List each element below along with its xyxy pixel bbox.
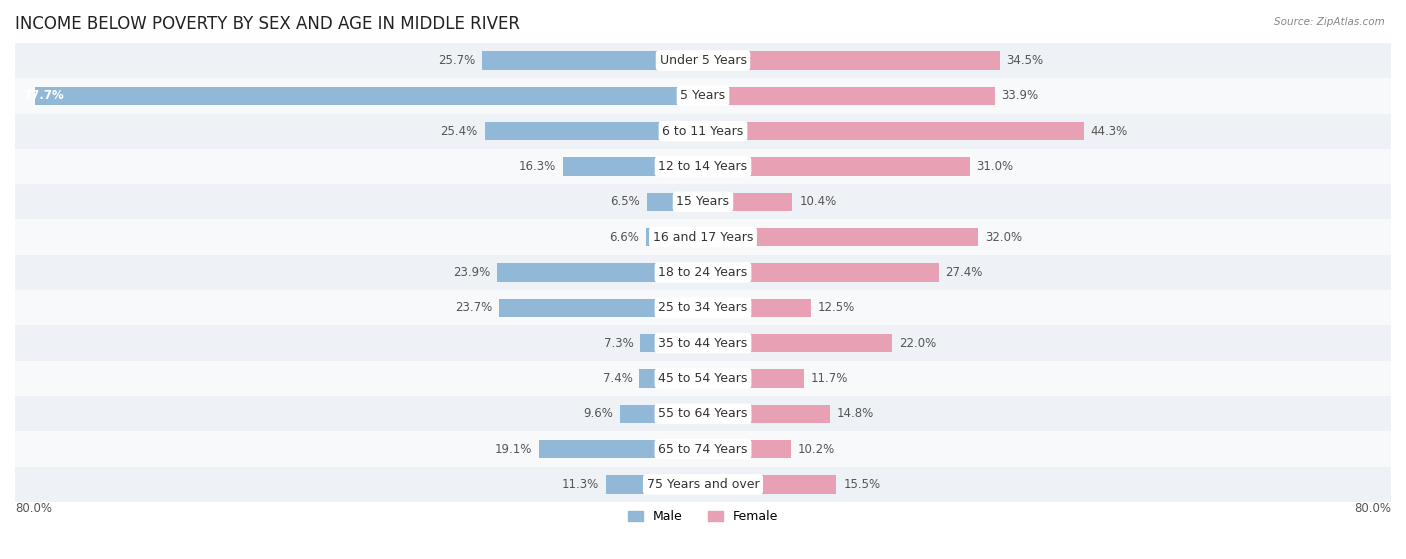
Bar	[703, 122, 1084, 140]
Text: 16.3%: 16.3%	[519, 160, 555, 173]
Text: 33.9%: 33.9%	[1001, 89, 1039, 102]
Bar	[703, 263, 939, 282]
Bar	[562, 157, 703, 176]
Bar	[15, 432, 1391, 467]
Bar	[703, 87, 994, 105]
Bar	[15, 396, 1391, 432]
Text: 35 to 44 Years: 35 to 44 Years	[658, 337, 748, 349]
Bar	[703, 440, 790, 458]
Bar	[538, 440, 703, 458]
Text: 45 to 54 Years: 45 to 54 Years	[658, 372, 748, 385]
Text: 18 to 24 Years: 18 to 24 Years	[658, 266, 748, 279]
Text: 9.6%: 9.6%	[583, 408, 613, 420]
Text: 6.6%: 6.6%	[609, 231, 640, 244]
Text: 34.5%: 34.5%	[1007, 54, 1043, 67]
Text: 14.8%: 14.8%	[837, 408, 875, 420]
Text: 6.5%: 6.5%	[610, 195, 640, 209]
Text: 27.4%: 27.4%	[945, 266, 983, 279]
Text: 25 to 34 Years: 25 to 34 Years	[658, 301, 748, 314]
Bar	[498, 263, 703, 282]
Bar	[15, 220, 1391, 255]
Text: 80.0%: 80.0%	[1354, 502, 1391, 515]
Text: 15 Years: 15 Years	[676, 195, 730, 209]
Text: 7.4%: 7.4%	[603, 372, 633, 385]
Bar	[703, 157, 970, 176]
Text: 25.7%: 25.7%	[437, 54, 475, 67]
Bar	[620, 405, 703, 423]
Bar	[703, 193, 793, 211]
Text: 15.5%: 15.5%	[844, 478, 880, 491]
Text: 65 to 74 Years: 65 to 74 Years	[658, 443, 748, 456]
Bar	[703, 299, 810, 317]
Bar	[703, 475, 837, 494]
Bar	[606, 475, 703, 494]
Text: 12.5%: 12.5%	[817, 301, 855, 314]
Bar	[703, 369, 804, 387]
Text: INCOME BELOW POVERTY BY SEX AND AGE IN MIDDLE RIVER: INCOME BELOW POVERTY BY SEX AND AGE IN M…	[15, 15, 520, 33]
Text: 10.4%: 10.4%	[800, 195, 837, 209]
Text: 10.2%: 10.2%	[797, 443, 835, 456]
Text: 23.7%: 23.7%	[456, 301, 492, 314]
Text: 6 to 11 Years: 6 to 11 Years	[662, 125, 744, 138]
Text: 25.4%: 25.4%	[440, 125, 478, 138]
Text: 23.9%: 23.9%	[453, 266, 491, 279]
Bar	[15, 78, 1391, 113]
Text: Under 5 Years: Under 5 Years	[659, 54, 747, 67]
Bar	[485, 122, 703, 140]
Bar	[15, 149, 1391, 184]
Bar	[15, 290, 1391, 325]
Bar	[703, 51, 1000, 70]
Bar	[15, 467, 1391, 502]
Text: 22.0%: 22.0%	[898, 337, 936, 349]
Text: 31.0%: 31.0%	[977, 160, 1014, 173]
Bar	[640, 334, 703, 352]
Text: 16 and 17 Years: 16 and 17 Years	[652, 231, 754, 244]
Text: Source: ZipAtlas.com: Source: ZipAtlas.com	[1274, 17, 1385, 27]
Bar	[15, 113, 1391, 149]
Text: 75 Years and over: 75 Years and over	[647, 478, 759, 491]
Bar	[482, 51, 703, 70]
Text: 77.7%: 77.7%	[24, 89, 65, 102]
Text: 7.3%: 7.3%	[603, 337, 633, 349]
Bar	[703, 228, 979, 247]
Text: 55 to 64 Years: 55 to 64 Years	[658, 408, 748, 420]
Text: 11.7%: 11.7%	[810, 372, 848, 385]
Bar	[647, 193, 703, 211]
Bar	[15, 361, 1391, 396]
Text: 44.3%: 44.3%	[1091, 125, 1128, 138]
Bar	[15, 255, 1391, 290]
Bar	[703, 334, 893, 352]
Bar	[15, 43, 1391, 78]
Text: 12 to 14 Years: 12 to 14 Years	[658, 160, 748, 173]
Bar	[703, 405, 831, 423]
Bar	[15, 184, 1391, 220]
Bar	[647, 228, 703, 247]
Bar	[35, 87, 703, 105]
Bar	[15, 325, 1391, 361]
Legend: Male, Female: Male, Female	[628, 510, 778, 523]
Bar	[640, 369, 703, 387]
Text: 19.1%: 19.1%	[495, 443, 531, 456]
Text: 80.0%: 80.0%	[15, 502, 52, 515]
Text: 32.0%: 32.0%	[986, 231, 1022, 244]
Text: 5 Years: 5 Years	[681, 89, 725, 102]
Bar	[499, 299, 703, 317]
Text: 11.3%: 11.3%	[561, 478, 599, 491]
